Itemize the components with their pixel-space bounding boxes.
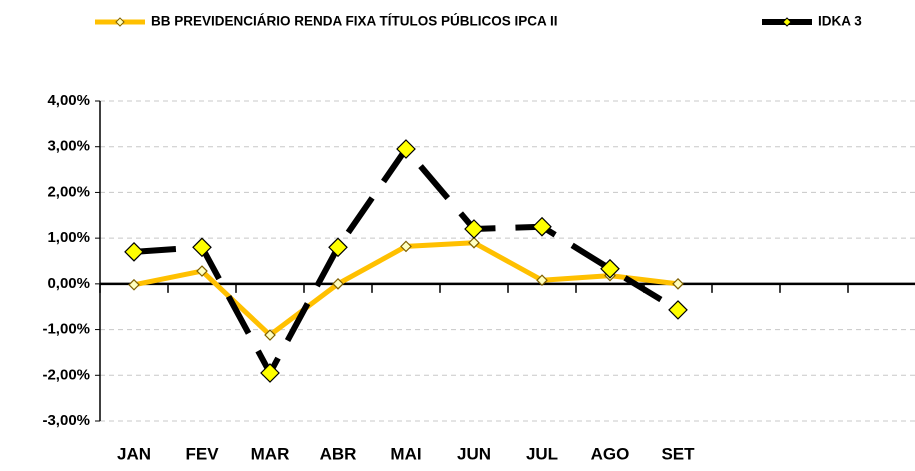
y-tick-label: 4,00%	[47, 92, 90, 109]
legend-marker	[782, 17, 792, 27]
y-tick-label: -2,00%	[42, 366, 90, 383]
marker	[196, 265, 208, 277]
x-tick-label: ABR	[320, 444, 357, 463]
marker	[672, 278, 684, 290]
legend-label: BB PREVIDENCIÁRIO RENDA FIXA TÍTULOS PÚB…	[151, 14, 558, 29]
x-tick-label: MAR	[251, 444, 290, 463]
marker	[668, 300, 688, 320]
marker	[128, 278, 140, 291]
x-tick-label: AGO	[591, 444, 630, 463]
x-tick-label: JUL	[526, 444, 558, 463]
y-tick-label: 0,00%	[47, 275, 90, 292]
y-tick-label: -3,00%	[42, 412, 90, 429]
x-tick-label: SET	[661, 444, 695, 463]
series-line	[133, 146, 680, 376]
x-tick-label: JUN	[457, 444, 491, 463]
marker	[328, 237, 348, 258]
marker	[396, 139, 416, 159]
legend-label: IDKA 3	[818, 14, 862, 29]
marker	[192, 237, 212, 258]
marker	[400, 240, 412, 253]
marker	[260, 363, 280, 383]
series-line	[133, 240, 679, 338]
y-tick-label: 1,00%	[47, 229, 90, 246]
marker	[536, 274, 548, 287]
x-tick-label: FEV	[185, 444, 219, 463]
y-tick-label: 3,00%	[47, 138, 90, 155]
marker	[332, 278, 344, 290]
marker	[464, 219, 484, 239]
marker	[468, 236, 480, 249]
marker	[600, 258, 620, 279]
marker	[532, 216, 552, 237]
legend-marker	[115, 17, 125, 27]
x-tick-label: JAN	[117, 444, 151, 463]
marker	[124, 242, 144, 262]
y-tick-label: -1,00%	[42, 321, 90, 338]
y-tick-label: 2,00%	[47, 183, 90, 200]
x-tick-label: MAI	[390, 444, 421, 463]
marker	[264, 329, 276, 341]
